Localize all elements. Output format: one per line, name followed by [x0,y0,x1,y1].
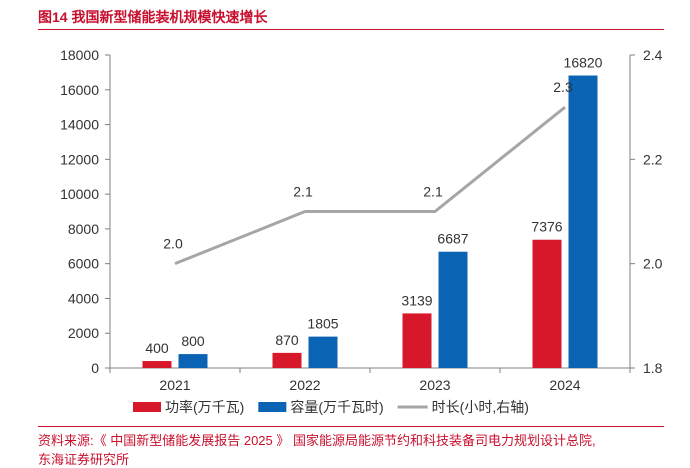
bar-data-label: 1805 [307,316,338,332]
left-tick-label: 6000 [68,256,99,272]
left-tick-label: 4000 [68,290,99,306]
legend-label: 时长(小时,右轴) [432,399,529,415]
bar-data-label: 400 [145,340,169,356]
bar-capacity [308,336,338,368]
left-tick-label: 8000 [68,221,99,237]
bar-power [272,352,302,368]
bar-power [532,239,562,368]
right-tick-label: 2.4 [643,47,663,63]
left-tick-label: 14000 [60,117,99,133]
bar-data-label: 6687 [437,231,468,247]
legend-label: 功率(万千瓦) [165,399,244,415]
line-data-label: 2.3 [553,79,573,95]
bar-power [142,361,172,368]
bar-power [402,313,432,368]
source-note: 资料来源:《 中国新型储能发展报告 2025 》 国家能源局能源节约和科技装备司… [38,433,596,448]
line-data-label: 2.1 [293,184,313,200]
figure-title: 图14 我国新型储能装机规模快速增长 [38,9,268,25]
right-tick-label: 2.0 [643,256,663,272]
bar-capacity [438,251,468,368]
x-tick-label: 2021 [159,377,190,393]
bar-capacity [568,75,598,368]
left-tick-label: 12000 [60,151,99,167]
x-tick-label: 2022 [289,377,320,393]
left-tick-label: 16000 [60,82,99,98]
left-tick-label: 10000 [60,186,99,202]
legend-label: 容量(万千瓦时) [290,399,383,415]
legend-swatch [258,402,287,412]
line-data-label: 2.1 [423,184,443,200]
x-tick-label: 2023 [419,377,450,393]
title-divider [38,29,664,30]
legend-swatch [133,402,161,412]
bar-data-label: 870 [275,332,299,348]
line-data-label: 2.0 [163,236,183,252]
line-duration [174,105,566,266]
bar-line-chart: 0 2000 4000 6000 8000 10000 12000 14000 16000 180… [60,47,663,415]
right-tick-label: 2.2 [643,151,663,167]
right-tick-label: 1.8 [643,360,663,376]
left-tick-label: 2000 [68,325,99,341]
bar-data-label: 3139 [401,292,432,308]
bar-data-label: 800 [181,333,205,349]
source-divider [38,426,664,427]
source-note-line2: 东海证券研究所 [38,452,130,467]
bar-data-label: 16820 [564,55,603,71]
bar-data-label: 7376 [531,219,562,235]
bar-capacity [178,354,208,368]
left-tick-label: 18000 [60,47,99,63]
left-tick-label: 0 [91,360,99,376]
x-tick-label: 2024 [549,377,580,393]
